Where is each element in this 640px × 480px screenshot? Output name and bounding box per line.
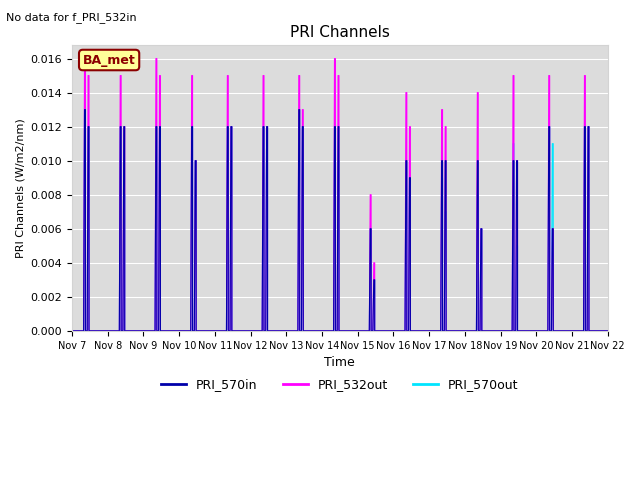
PRI_532out	[604, 328, 612, 334]
PRI_570out	[191, 328, 198, 334]
PRI_570in	[604, 328, 612, 334]
PRI_570out	[81, 107, 88, 112]
PRI_570in	[68, 328, 76, 334]
PRI_570in	[584, 124, 592, 130]
PRI_570out	[367, 226, 375, 232]
PRI_532out	[367, 192, 375, 198]
Text: BA_met: BA_met	[83, 53, 136, 67]
PRI_570out	[584, 124, 592, 130]
PRI_570in	[367, 226, 375, 232]
PRI_570in	[406, 175, 413, 180]
PRI_532out	[584, 124, 592, 130]
PRI_570out	[580, 328, 588, 334]
PRI_532out	[406, 124, 413, 130]
Text: No data for f_PRI_532in: No data for f_PRI_532in	[6, 12, 137, 23]
X-axis label: Time: Time	[324, 356, 355, 369]
PRI_570in	[228, 328, 236, 334]
PRI_570out	[228, 328, 236, 334]
PRI_570in	[580, 328, 588, 334]
Legend: PRI_570in, PRI_532out, PRI_570out: PRI_570in, PRI_532out, PRI_570out	[156, 373, 524, 396]
PRI_532out	[580, 328, 588, 334]
Title: PRI Channels: PRI Channels	[290, 24, 390, 39]
Line: PRI_570in: PRI_570in	[72, 109, 608, 331]
PRI_570in	[81, 107, 88, 112]
PRI_532out	[68, 328, 76, 334]
PRI_532out	[191, 328, 198, 334]
PRI_570out	[604, 328, 612, 334]
PRI_570out	[406, 175, 413, 180]
PRI_532out	[228, 328, 236, 334]
PRI_532out	[81, 56, 88, 61]
Y-axis label: PRI Channels (W/m2/nm): PRI Channels (W/m2/nm)	[15, 118, 25, 258]
PRI_570in	[191, 328, 198, 334]
PRI_570out	[68, 328, 76, 334]
Line: PRI_532out: PRI_532out	[72, 59, 608, 331]
Line: PRI_570out: PRI_570out	[72, 109, 608, 331]
